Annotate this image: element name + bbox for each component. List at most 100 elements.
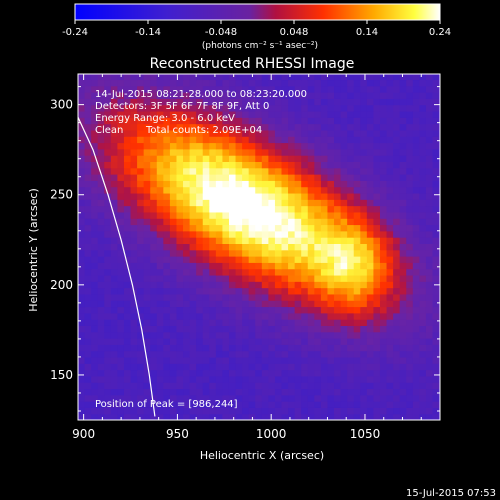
heatmap-cell	[202, 148, 210, 156]
heatmap-cell	[84, 123, 92, 131]
heatmap-cell	[366, 186, 375, 194]
heatmap-cell	[196, 180, 204, 188]
heatmap-cell	[189, 306, 197, 314]
heatmap-cell	[97, 174, 105, 181]
heatmap-cell	[432, 262, 440, 270]
heatmap-cell	[156, 319, 164, 326]
heatmap-cell	[163, 98, 171, 106]
heatmap-cell	[215, 249, 224, 257]
heatmap-cell	[314, 136, 322, 144]
heatmap-cell	[137, 98, 145, 106]
heatmap-cell	[268, 382, 276, 390]
heatmap-cell	[274, 92, 283, 99]
heatmap-cell	[432, 325, 440, 333]
heatmap-cell	[163, 211, 171, 219]
heatmap-cell	[320, 148, 329, 156]
heatmap-cell	[104, 344, 112, 352]
heatmap-cell	[91, 407, 99, 415]
heatmap-cell	[314, 167, 322, 175]
heatmap-cell	[373, 274, 381, 282]
heatmap-cell	[150, 256, 158, 263]
heatmap-cell	[176, 199, 184, 207]
heatmap-cell	[196, 394, 204, 402]
heatmap-cell	[110, 79, 118, 87]
heatmap-cell	[248, 281, 256, 289]
heatmap-cell	[130, 205, 138, 213]
heatmap-cell	[163, 167, 171, 175]
heatmap-cell	[215, 312, 224, 320]
heatmap-cell	[393, 129, 401, 137]
heatmap-cell	[320, 350, 329, 358]
heatmap-cell	[281, 338, 289, 345]
heatmap-cell	[97, 356, 105, 364]
heatmap-cell	[255, 230, 263, 238]
heatmap-cell	[288, 123, 296, 131]
heatmap-cell	[320, 205, 329, 213]
heatmap-cell	[117, 117, 125, 125]
heatmap-cell	[110, 287, 118, 295]
heatmap-cell	[242, 281, 250, 289]
heatmap-cell	[307, 413, 315, 420]
heatmap-cell	[314, 192, 322, 200]
heatmap-cell	[393, 382, 401, 390]
heatmap-cell	[386, 205, 394, 213]
heatmap-cell	[110, 356, 118, 364]
heatmap-cell	[137, 104, 145, 112]
heatmap-cell	[169, 129, 178, 137]
heatmap-cell	[235, 388, 243, 396]
heatmap-cell	[248, 306, 256, 314]
heatmap-cell	[228, 104, 237, 112]
heatmap-cell	[176, 136, 184, 144]
heatmap-cell	[202, 110, 210, 118]
heatmap-cell	[242, 350, 250, 358]
heatmap-cell	[130, 211, 138, 219]
heatmap-cell	[242, 192, 250, 200]
heatmap-cell	[261, 123, 269, 131]
heatmap-cell	[412, 79, 420, 87]
heatmap-cell	[228, 262, 237, 270]
heatmap-cell	[379, 325, 388, 333]
heatmap-cell	[156, 85, 164, 93]
heatmap-cell	[117, 104, 125, 112]
heatmap-cell	[307, 180, 315, 188]
heatmap-cell	[268, 74, 276, 81]
heatmap-cell	[360, 293, 368, 301]
heatmap-cell	[255, 192, 263, 200]
heatmap-cell	[340, 401, 348, 408]
heatmap-cell	[419, 413, 427, 420]
heatmap-cell	[399, 142, 407, 150]
heatmap-cell	[169, 205, 178, 213]
heatmap-cell	[97, 249, 105, 257]
heatmap-cell	[156, 262, 164, 270]
heatmap-cell	[373, 331, 381, 339]
heatmap-cell	[255, 237, 263, 244]
heatmap-cell	[419, 306, 427, 314]
heatmap-cell	[189, 224, 197, 232]
heatmap-cell	[130, 92, 138, 99]
heatmap-cell	[104, 174, 112, 181]
heatmap-cell	[183, 174, 191, 181]
heatmap-cell	[301, 192, 309, 200]
heatmap-cell	[215, 375, 224, 383]
heatmap-cell	[228, 224, 237, 232]
heatmap-cell	[425, 123, 434, 131]
heatmap-cell	[399, 401, 407, 408]
heatmap-cell	[235, 218, 243, 226]
heatmap-cell	[189, 104, 197, 112]
heatmap-cell	[176, 293, 184, 301]
heatmap-cell	[84, 388, 92, 396]
heatmap-cell	[281, 167, 289, 175]
heatmap-cell	[183, 369, 191, 377]
heatmap-cell	[248, 401, 256, 408]
heatmap-cell	[130, 199, 138, 207]
heatmap-cell	[399, 293, 407, 301]
heatmap-cell	[248, 407, 256, 415]
heatmap-cell	[255, 142, 263, 150]
heatmap-cell	[123, 237, 132, 244]
heatmap-cell	[130, 407, 138, 415]
heatmap-cell	[150, 356, 158, 364]
heatmap-cell	[248, 85, 256, 93]
heatmap-cell	[202, 211, 210, 219]
heatmap-cell	[419, 104, 427, 112]
